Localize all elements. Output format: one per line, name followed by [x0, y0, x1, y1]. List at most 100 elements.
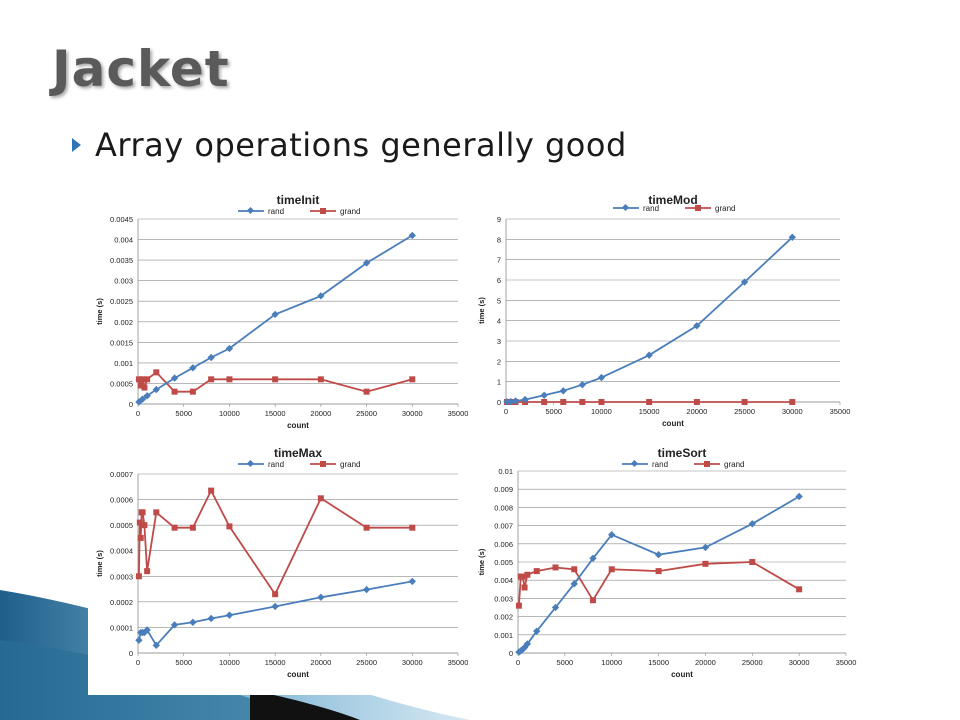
legend-marker-rand	[621, 203, 630, 212]
x-tick-label: 10000	[601, 658, 622, 667]
data-point-rand	[523, 640, 532, 648]
y-tick-label: 4	[497, 317, 501, 326]
y-tick-label: 0.001	[494, 631, 513, 640]
data-point-grand	[153, 369, 160, 376]
data-point-grand	[789, 399, 796, 405]
data-point-grand	[796, 586, 803, 593]
chart-timemod: timeMod 0 1 2 3 4 5 6 7 8 9 0 5000 10000 15000 20000 250…	[477, 193, 851, 428]
x-tick-label: 35000	[448, 409, 468, 418]
data-point-rand	[271, 602, 279, 611]
data-point-grand	[137, 534, 144, 541]
chart-title: timeMax	[274, 446, 322, 460]
y-tick-label: 7	[497, 256, 501, 265]
y-tick-label: 8	[497, 235, 501, 244]
legend-label-rand: rand	[643, 204, 659, 213]
data-point-grand	[144, 568, 151, 575]
y-tick-label: 0.004	[114, 236, 133, 245]
x-tick-label: 20000	[695, 658, 716, 667]
data-point-grand	[171, 524, 178, 531]
data-point-rand	[645, 351, 653, 359]
data-point-rand	[408, 231, 416, 240]
y-tick-label: 5	[497, 296, 501, 305]
data-point-grand	[189, 388, 196, 395]
x-axis-label: count	[662, 419, 684, 428]
y-tick-label: 0	[129, 400, 133, 409]
chart-title: timeMod	[648, 193, 697, 207]
x-tick-label: 20000	[310, 409, 331, 418]
y-tick-label: 3	[497, 337, 501, 346]
y-tick-label: 0.0001	[110, 623, 133, 632]
data-point-rand	[795, 492, 803, 501]
x-tick-label: 35000	[830, 407, 851, 416]
chart-panel-timesort: timeSort 0 0.001 0.002 0.003 0.004 0.005 0.006 0…	[470, 437, 860, 695]
x-tick-label: 35000	[836, 658, 857, 667]
data-point-rand	[189, 618, 197, 626]
chart-timesort: timeSort 0 0.001 0.002 0.003 0.004 0.005 0.006 0…	[477, 446, 857, 679]
data-point-rand	[225, 344, 234, 353]
data-point-grand	[363, 388, 370, 395]
legend-marker-grand	[320, 461, 326, 467]
data-point-grand	[208, 376, 215, 383]
data-point-rand	[271, 310, 279, 319]
legend-label-rand: rand	[652, 460, 668, 469]
chart-title: timeInit	[277, 193, 320, 207]
data-point-grand	[141, 522, 148, 529]
data-point-rand	[578, 381, 587, 389]
legend-label-grand: grand	[724, 460, 744, 469]
data-point-rand	[521, 395, 529, 404]
y-axis-label: time (s)	[477, 548, 486, 575]
y-tick-label: 0.003	[494, 594, 513, 603]
x-tick-label: 25000	[356, 409, 377, 418]
x-tick-label: 10000	[219, 409, 240, 418]
legend-marker-grand	[704, 461, 710, 467]
y-tick-label: 0.001	[114, 359, 133, 368]
y-tick-label: 0.009	[494, 485, 513, 494]
data-point-rand	[317, 292, 325, 300]
x-tick-label: 15000	[265, 409, 286, 418]
data-point-rand	[317, 593, 325, 601]
data-point-grand	[409, 524, 416, 531]
y-tick-label: 0	[129, 649, 133, 658]
data-point-grand	[608, 566, 615, 573]
data-point-grand	[693, 399, 700, 405]
data-point-grand	[144, 376, 151, 383]
x-tick-label: 30000	[782, 407, 803, 416]
data-point-rand	[362, 585, 371, 594]
x-tick-label: 5000	[545, 407, 562, 416]
y-tick-label: 6	[497, 276, 501, 285]
data-point-rand	[207, 353, 215, 362]
slide-title: Jacket	[52, 40, 230, 98]
y-axis-label: time (s)	[477, 297, 486, 324]
data-point-grand	[524, 571, 531, 578]
y-tick-label: 0.0005	[110, 521, 133, 530]
x-tick-label: 0	[136, 409, 140, 418]
x-axis-label: count	[287, 670, 309, 679]
data-point-grand	[171, 388, 178, 395]
legend-label-rand: rand	[268, 460, 284, 469]
data-point-grand	[598, 399, 605, 405]
data-point-grand	[317, 376, 324, 383]
legend-marker-rand	[630, 459, 639, 468]
data-point-rand	[740, 278, 749, 286]
data-point-rand	[135, 636, 143, 644]
y-tick-label: 9	[497, 215, 501, 224]
data-point-grand	[226, 376, 233, 383]
x-tick-label: 25000	[734, 407, 755, 416]
y-tick-label: 0.007	[494, 522, 513, 531]
y-tick-label: 1	[497, 378, 501, 387]
data-point-rand	[152, 385, 160, 394]
y-axis-label: time (s)	[95, 298, 104, 325]
data-point-grand	[749, 559, 756, 565]
y-tick-label: 2	[497, 357, 501, 366]
data-point-grand	[702, 560, 709, 567]
chart-panel-timeinit: timeInit 0 0.0005 0.001 0.0015 0.002 0.0025 0.0…	[88, 184, 468, 435]
x-tick-label: 0	[504, 407, 508, 416]
y-axis-label: time (s)	[95, 550, 104, 577]
y-tick-label: 0.004	[494, 576, 513, 585]
data-point-rand	[693, 322, 701, 330]
data-point-grand	[139, 376, 146, 383]
legend-marker-grand	[695, 205, 701, 211]
y-tick-label: 0.003	[114, 277, 133, 286]
data-point-rand	[540, 391, 548, 399]
data-point-grand	[153, 509, 160, 516]
